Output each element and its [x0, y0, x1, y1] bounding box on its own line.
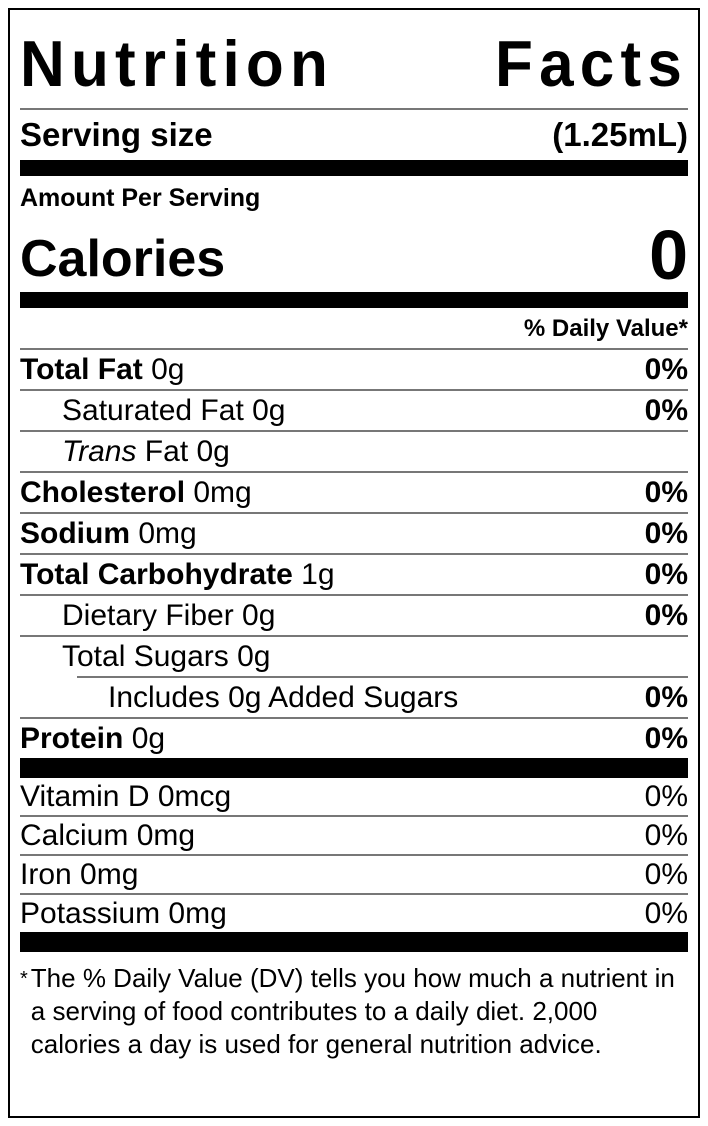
- divider: [20, 471, 688, 473]
- title-word-nutrition: Nutrition: [20, 28, 335, 101]
- label-title: Nutrition Facts: [20, 10, 688, 108]
- row-total-sugars: Total Sugars 0g: [20, 637, 688, 676]
- nutrient-daily-value: 0%: [644, 857, 688, 891]
- nutrient-name: Calcium 0mg: [20, 818, 196, 852]
- divider: [20, 854, 688, 856]
- serving-size-row: Serving size (1.25mL): [20, 110, 688, 160]
- row-saturated-fat: Saturated Fat 0g 0%: [20, 391, 688, 430]
- divider: [20, 635, 688, 637]
- row-added-sugars: Includes 0g Added Sugars 0%: [20, 678, 688, 717]
- nutrient-daily-value: 0%: [644, 680, 688, 714]
- row-vitamin-d: Vitamin D 0mcg 0%: [20, 778, 688, 815]
- thick-separator-bar: [20, 758, 688, 778]
- row-dietary-fiber: Dietary Fiber 0g 0%: [20, 596, 688, 635]
- nutrient-name: Potassium 0mg: [20, 896, 227, 930]
- nutrient-name: Total Fat 0g: [20, 352, 185, 386]
- row-protein: Protein 0g 0%: [20, 719, 688, 758]
- calories-value: 0: [649, 215, 688, 294]
- title-word-facts: Facts: [495, 28, 688, 101]
- divider-under-title: [20, 108, 688, 110]
- row-calcium: Calcium 0mg 0%: [20, 817, 688, 854]
- nutrient-name: Dietary Fiber 0g: [62, 598, 276, 632]
- divider: [20, 389, 688, 391]
- serving-size-label: Serving size: [20, 116, 213, 153]
- nutrient-name: Iron 0mg: [20, 857, 139, 891]
- thick-separator-bar: [20, 160, 688, 176]
- nutrient-name: Protein 0g: [20, 721, 166, 755]
- divider: [20, 553, 688, 555]
- row-trans-fat: Trans Fat 0g: [20, 432, 688, 471]
- thick-separator-bar: [20, 292, 688, 308]
- nutrient-name: Cholesterol 0mg: [20, 475, 252, 509]
- row-total-carbohydrate: Total Carbohydrate 1g 0%: [20, 555, 688, 594]
- nutrient-daily-value: 0%: [644, 475, 688, 509]
- nutrient-name: Trans Fat 0g: [62, 434, 230, 468]
- nutrient-daily-value: 0%: [644, 557, 688, 591]
- footnote-text: The % Daily Value (DV) tells you how muc…: [30, 963, 675, 1059]
- nutrient-daily-value: 0%: [644, 516, 688, 550]
- row-cholesterol: Cholesterol 0mg 0%: [20, 473, 688, 512]
- divider: [20, 512, 688, 514]
- footnote-asterisk: *: [20, 968, 28, 990]
- row-potassium: Potassium 0mg 0%: [20, 895, 688, 932]
- nutrient-name: Saturated Fat 0g: [62, 393, 286, 427]
- divider: [20, 348, 688, 350]
- divider: [20, 815, 688, 817]
- divider: [20, 430, 688, 432]
- nutrient-daily-value: 0%: [644, 393, 688, 427]
- calories-label: Calories: [20, 229, 226, 288]
- nutrient-daily-value: 0%: [644, 721, 688, 755]
- nutrient-daily-value: 0%: [644, 896, 688, 930]
- row-iron: Iron 0mg 0%: [20, 856, 688, 893]
- divider: [20, 717, 688, 719]
- nutrient-name: Total Carbohydrate 1g: [20, 557, 335, 591]
- serving-size-value: (1.25mL): [552, 116, 688, 153]
- row-total-fat: Total Fat 0g 0%: [20, 350, 688, 389]
- nutrient-daily-value: 0%: [644, 598, 688, 632]
- amount-per-serving-heading: Amount Per Serving: [20, 184, 261, 212]
- daily-value-footnote: * The % Daily Value (DV) tells you how m…: [20, 962, 688, 1061]
- daily-value-header: % Daily Value*: [523, 315, 688, 342]
- nutrient-name: Includes 0g Added Sugars: [108, 680, 459, 714]
- nutrient-daily-value: 0%: [644, 779, 688, 813]
- nutrition-facts-label: Nutrition Facts Serving size (1.25mL) Am…: [8, 8, 700, 1118]
- divider: [20, 594, 688, 596]
- nutrient-name: Total Sugars 0g: [62, 639, 271, 673]
- nutrient-name: Sodium 0mg: [20, 516, 197, 550]
- row-sodium: Sodium 0mg 0%: [20, 514, 688, 553]
- nutrient-name: Vitamin D 0mcg: [20, 779, 232, 813]
- calories-row: Calories 0: [20, 212, 688, 292]
- divider: [20, 893, 688, 895]
- nutrient-daily-value: 0%: [644, 352, 688, 386]
- divider-indented: [77, 676, 688, 678]
- nutrient-daily-value: 0%: [644, 818, 688, 852]
- thick-separator-bar: [20, 932, 688, 952]
